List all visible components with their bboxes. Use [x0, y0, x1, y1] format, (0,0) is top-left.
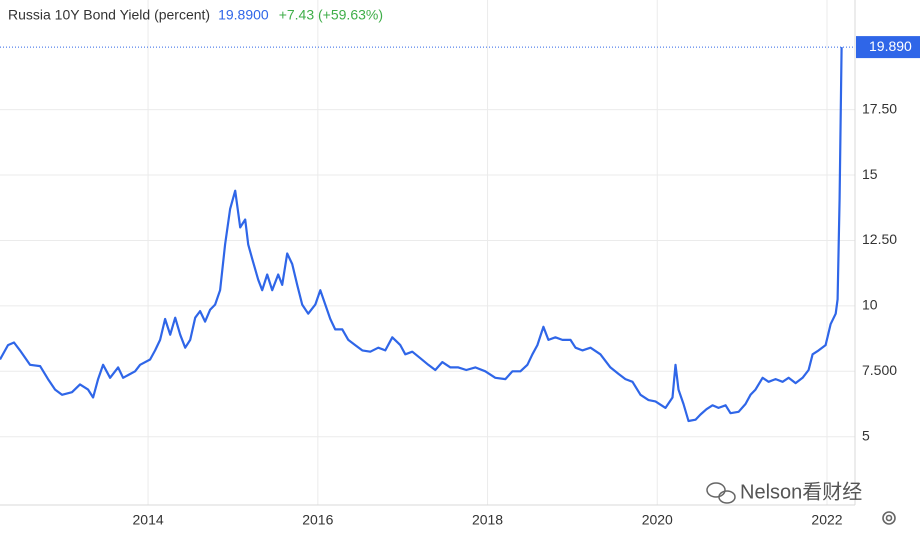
- x-tick-label: 2016: [302, 512, 333, 528]
- x-tick-label: 2018: [472, 512, 503, 528]
- y-tick-label: 10: [862, 297, 878, 313]
- last-value-label: 19.890: [869, 38, 912, 54]
- x-tick-label: 2022: [811, 512, 842, 528]
- watermark: Nelson看财经: [740, 480, 862, 503]
- y-tick-label: 5: [862, 427, 870, 443]
- x-tick-label: 2020: [642, 512, 673, 528]
- y-tick-label: 17.50: [862, 100, 897, 116]
- price-change: +7.43 (+59.63%): [279, 7, 383, 23]
- wechat-icon: [706, 482, 736, 504]
- chart-title: Russia 10Y Bond Yield (percent): [8, 7, 210, 23]
- settings-icon[interactable]: [882, 511, 896, 525]
- last-value-box: [856, 36, 920, 59]
- data-line: [0, 47, 843, 423]
- y-tick-label: 7.500: [862, 362, 897, 378]
- y-tick-label: 15: [862, 166, 878, 182]
- last-price: 19.8900: [218, 7, 269, 23]
- y-tick-label: 12.50: [862, 231, 897, 247]
- x-tick-label: 2014: [133, 512, 164, 528]
